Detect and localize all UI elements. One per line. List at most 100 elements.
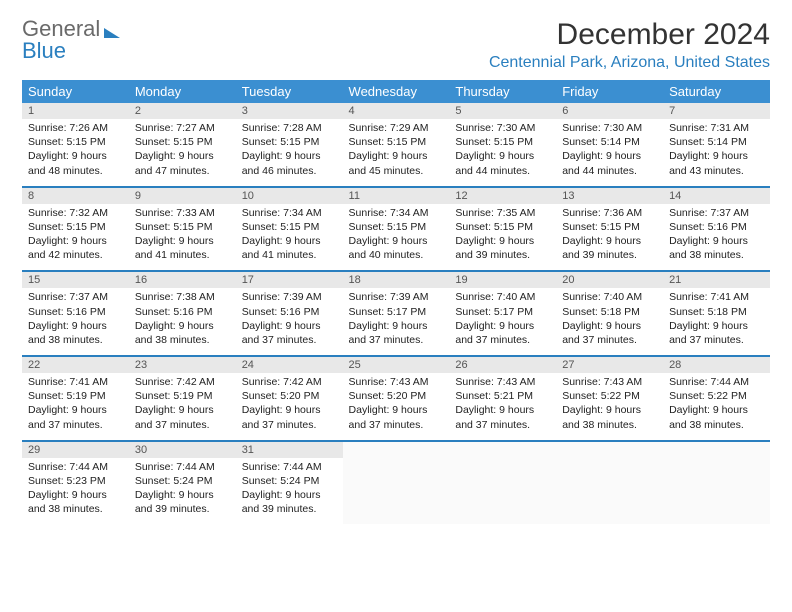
day-header: Tuesday bbox=[236, 80, 343, 103]
calendar-day-cell: 15Sunrise: 7:37 AMSunset: 5:16 PMDayligh… bbox=[22, 271, 129, 356]
day-details: Sunrise: 7:44 AMSunset: 5:24 PMDaylight:… bbox=[129, 458, 236, 525]
day-details: Sunrise: 7:43 AMSunset: 5:22 PMDaylight:… bbox=[556, 373, 663, 440]
day-number: 16 bbox=[129, 272, 236, 288]
calendar-day-cell: 17Sunrise: 7:39 AMSunset: 5:16 PMDayligh… bbox=[236, 271, 343, 356]
day-number: 11 bbox=[343, 188, 450, 204]
calendar-day-cell: 5Sunrise: 7:30 AMSunset: 5:15 PMDaylight… bbox=[449, 103, 556, 187]
calendar-day-cell: 2Sunrise: 7:27 AMSunset: 5:15 PMDaylight… bbox=[129, 103, 236, 187]
day-number: 26 bbox=[449, 357, 556, 373]
calendar-table: SundayMondayTuesdayWednesdayThursdayFrid… bbox=[22, 80, 770, 524]
logo: General Blue bbox=[22, 18, 120, 62]
day-number: 31 bbox=[236, 442, 343, 458]
day-details: Sunrise: 7:44 AMSunset: 5:24 PMDaylight:… bbox=[236, 458, 343, 525]
calendar-day-cell: 26Sunrise: 7:43 AMSunset: 5:21 PMDayligh… bbox=[449, 356, 556, 441]
day-details: Sunrise: 7:41 AMSunset: 5:18 PMDaylight:… bbox=[663, 288, 770, 355]
day-number: 30 bbox=[129, 442, 236, 458]
calendar-day-cell: 22Sunrise: 7:41 AMSunset: 5:19 PMDayligh… bbox=[22, 356, 129, 441]
day-number: 4 bbox=[343, 103, 450, 119]
calendar-day-cell: 16Sunrise: 7:38 AMSunset: 5:16 PMDayligh… bbox=[129, 271, 236, 356]
day-number: 21 bbox=[663, 272, 770, 288]
day-header: Monday bbox=[129, 80, 236, 103]
day-details: Sunrise: 7:35 AMSunset: 5:15 PMDaylight:… bbox=[449, 204, 556, 271]
calendar-day-cell: 13Sunrise: 7:36 AMSunset: 5:15 PMDayligh… bbox=[556, 187, 663, 272]
calendar-day-cell: 30Sunrise: 7:44 AMSunset: 5:24 PMDayligh… bbox=[129, 441, 236, 525]
day-number: 17 bbox=[236, 272, 343, 288]
day-number: 18 bbox=[343, 272, 450, 288]
day-number: 10 bbox=[236, 188, 343, 204]
calendar-day-cell bbox=[343, 441, 450, 525]
day-header: Thursday bbox=[449, 80, 556, 103]
calendar-body: 1Sunrise: 7:26 AMSunset: 5:15 PMDaylight… bbox=[22, 103, 770, 524]
day-details: Sunrise: 7:31 AMSunset: 5:14 PMDaylight:… bbox=[663, 119, 770, 186]
calendar-day-cell: 1Sunrise: 7:26 AMSunset: 5:15 PMDaylight… bbox=[22, 103, 129, 187]
day-details: Sunrise: 7:37 AMSunset: 5:16 PMDaylight:… bbox=[22, 288, 129, 355]
calendar-day-cell: 18Sunrise: 7:39 AMSunset: 5:17 PMDayligh… bbox=[343, 271, 450, 356]
day-number: 13 bbox=[556, 188, 663, 204]
day-header: Friday bbox=[556, 80, 663, 103]
calendar-day-cell: 4Sunrise: 7:29 AMSunset: 5:15 PMDaylight… bbox=[343, 103, 450, 187]
logo-word-1: General bbox=[22, 18, 100, 40]
day-number: 27 bbox=[556, 357, 663, 373]
day-number: 8 bbox=[22, 188, 129, 204]
day-number: 5 bbox=[449, 103, 556, 119]
calendar-day-cell: 7Sunrise: 7:31 AMSunset: 5:14 PMDaylight… bbox=[663, 103, 770, 187]
day-details: Sunrise: 7:33 AMSunset: 5:15 PMDaylight:… bbox=[129, 204, 236, 271]
day-details: Sunrise: 7:30 AMSunset: 5:14 PMDaylight:… bbox=[556, 119, 663, 186]
day-details: Sunrise: 7:44 AMSunset: 5:22 PMDaylight:… bbox=[663, 373, 770, 440]
day-number: 28 bbox=[663, 357, 770, 373]
day-number: 20 bbox=[556, 272, 663, 288]
logo-word-2: Blue bbox=[22, 40, 120, 62]
day-details: Sunrise: 7:41 AMSunset: 5:19 PMDaylight:… bbox=[22, 373, 129, 440]
day-number: 1 bbox=[22, 103, 129, 119]
day-number: 9 bbox=[129, 188, 236, 204]
day-details: Sunrise: 7:39 AMSunset: 5:16 PMDaylight:… bbox=[236, 288, 343, 355]
calendar-day-cell: 11Sunrise: 7:34 AMSunset: 5:15 PMDayligh… bbox=[343, 187, 450, 272]
day-details: Sunrise: 7:42 AMSunset: 5:19 PMDaylight:… bbox=[129, 373, 236, 440]
day-details: Sunrise: 7:43 AMSunset: 5:20 PMDaylight:… bbox=[343, 373, 450, 440]
day-details: Sunrise: 7:40 AMSunset: 5:17 PMDaylight:… bbox=[449, 288, 556, 355]
calendar-day-cell: 28Sunrise: 7:44 AMSunset: 5:22 PMDayligh… bbox=[663, 356, 770, 441]
day-details: Sunrise: 7:37 AMSunset: 5:16 PMDaylight:… bbox=[663, 204, 770, 271]
calendar-day-cell: 23Sunrise: 7:42 AMSunset: 5:19 PMDayligh… bbox=[129, 356, 236, 441]
calendar-day-cell: 31Sunrise: 7:44 AMSunset: 5:24 PMDayligh… bbox=[236, 441, 343, 525]
day-details: Sunrise: 7:34 AMSunset: 5:15 PMDaylight:… bbox=[236, 204, 343, 271]
day-header: Wednesday bbox=[343, 80, 450, 103]
day-number: 6 bbox=[556, 103, 663, 119]
calendar-day-cell: 20Sunrise: 7:40 AMSunset: 5:18 PMDayligh… bbox=[556, 271, 663, 356]
calendar-day-cell: 25Sunrise: 7:43 AMSunset: 5:20 PMDayligh… bbox=[343, 356, 450, 441]
calendar-day-cell bbox=[663, 441, 770, 525]
calendar-day-cell: 6Sunrise: 7:30 AMSunset: 5:14 PMDaylight… bbox=[556, 103, 663, 187]
header: General Blue December 2024 Centennial Pa… bbox=[22, 18, 770, 72]
day-number: 24 bbox=[236, 357, 343, 373]
day-number: 12 bbox=[449, 188, 556, 204]
calendar-header-row: SundayMondayTuesdayWednesdayThursdayFrid… bbox=[22, 80, 770, 103]
day-header: Sunday bbox=[22, 80, 129, 103]
day-details: Sunrise: 7:36 AMSunset: 5:15 PMDaylight:… bbox=[556, 204, 663, 271]
calendar-day-cell bbox=[449, 441, 556, 525]
day-number: 23 bbox=[129, 357, 236, 373]
day-details: Sunrise: 7:30 AMSunset: 5:15 PMDaylight:… bbox=[449, 119, 556, 186]
calendar-day-cell: 12Sunrise: 7:35 AMSunset: 5:15 PMDayligh… bbox=[449, 187, 556, 272]
day-number: 14 bbox=[663, 188, 770, 204]
calendar-week-row: 22Sunrise: 7:41 AMSunset: 5:19 PMDayligh… bbox=[22, 356, 770, 441]
calendar-week-row: 1Sunrise: 7:26 AMSunset: 5:15 PMDaylight… bbox=[22, 103, 770, 187]
day-details: Sunrise: 7:43 AMSunset: 5:21 PMDaylight:… bbox=[449, 373, 556, 440]
day-details: Sunrise: 7:27 AMSunset: 5:15 PMDaylight:… bbox=[129, 119, 236, 186]
day-number: 29 bbox=[22, 442, 129, 458]
calendar-week-row: 29Sunrise: 7:44 AMSunset: 5:23 PMDayligh… bbox=[22, 441, 770, 525]
title-block: December 2024 Centennial Park, Arizona, … bbox=[489, 18, 770, 72]
day-details: Sunrise: 7:32 AMSunset: 5:15 PMDaylight:… bbox=[22, 204, 129, 271]
calendar-day-cell: 19Sunrise: 7:40 AMSunset: 5:17 PMDayligh… bbox=[449, 271, 556, 356]
day-number: 25 bbox=[343, 357, 450, 373]
calendar-day-cell: 8Sunrise: 7:32 AMSunset: 5:15 PMDaylight… bbox=[22, 187, 129, 272]
calendar-week-row: 8Sunrise: 7:32 AMSunset: 5:15 PMDaylight… bbox=[22, 187, 770, 272]
day-details: Sunrise: 7:29 AMSunset: 5:15 PMDaylight:… bbox=[343, 119, 450, 186]
day-details: Sunrise: 7:38 AMSunset: 5:16 PMDaylight:… bbox=[129, 288, 236, 355]
calendar-day-cell bbox=[556, 441, 663, 525]
day-details: Sunrise: 7:44 AMSunset: 5:23 PMDaylight:… bbox=[22, 458, 129, 525]
day-details: Sunrise: 7:26 AMSunset: 5:15 PMDaylight:… bbox=[22, 119, 129, 186]
day-details: Sunrise: 7:42 AMSunset: 5:20 PMDaylight:… bbox=[236, 373, 343, 440]
calendar-day-cell: 27Sunrise: 7:43 AMSunset: 5:22 PMDayligh… bbox=[556, 356, 663, 441]
calendar-day-cell: 24Sunrise: 7:42 AMSunset: 5:20 PMDayligh… bbox=[236, 356, 343, 441]
month-title: December 2024 bbox=[489, 18, 770, 52]
